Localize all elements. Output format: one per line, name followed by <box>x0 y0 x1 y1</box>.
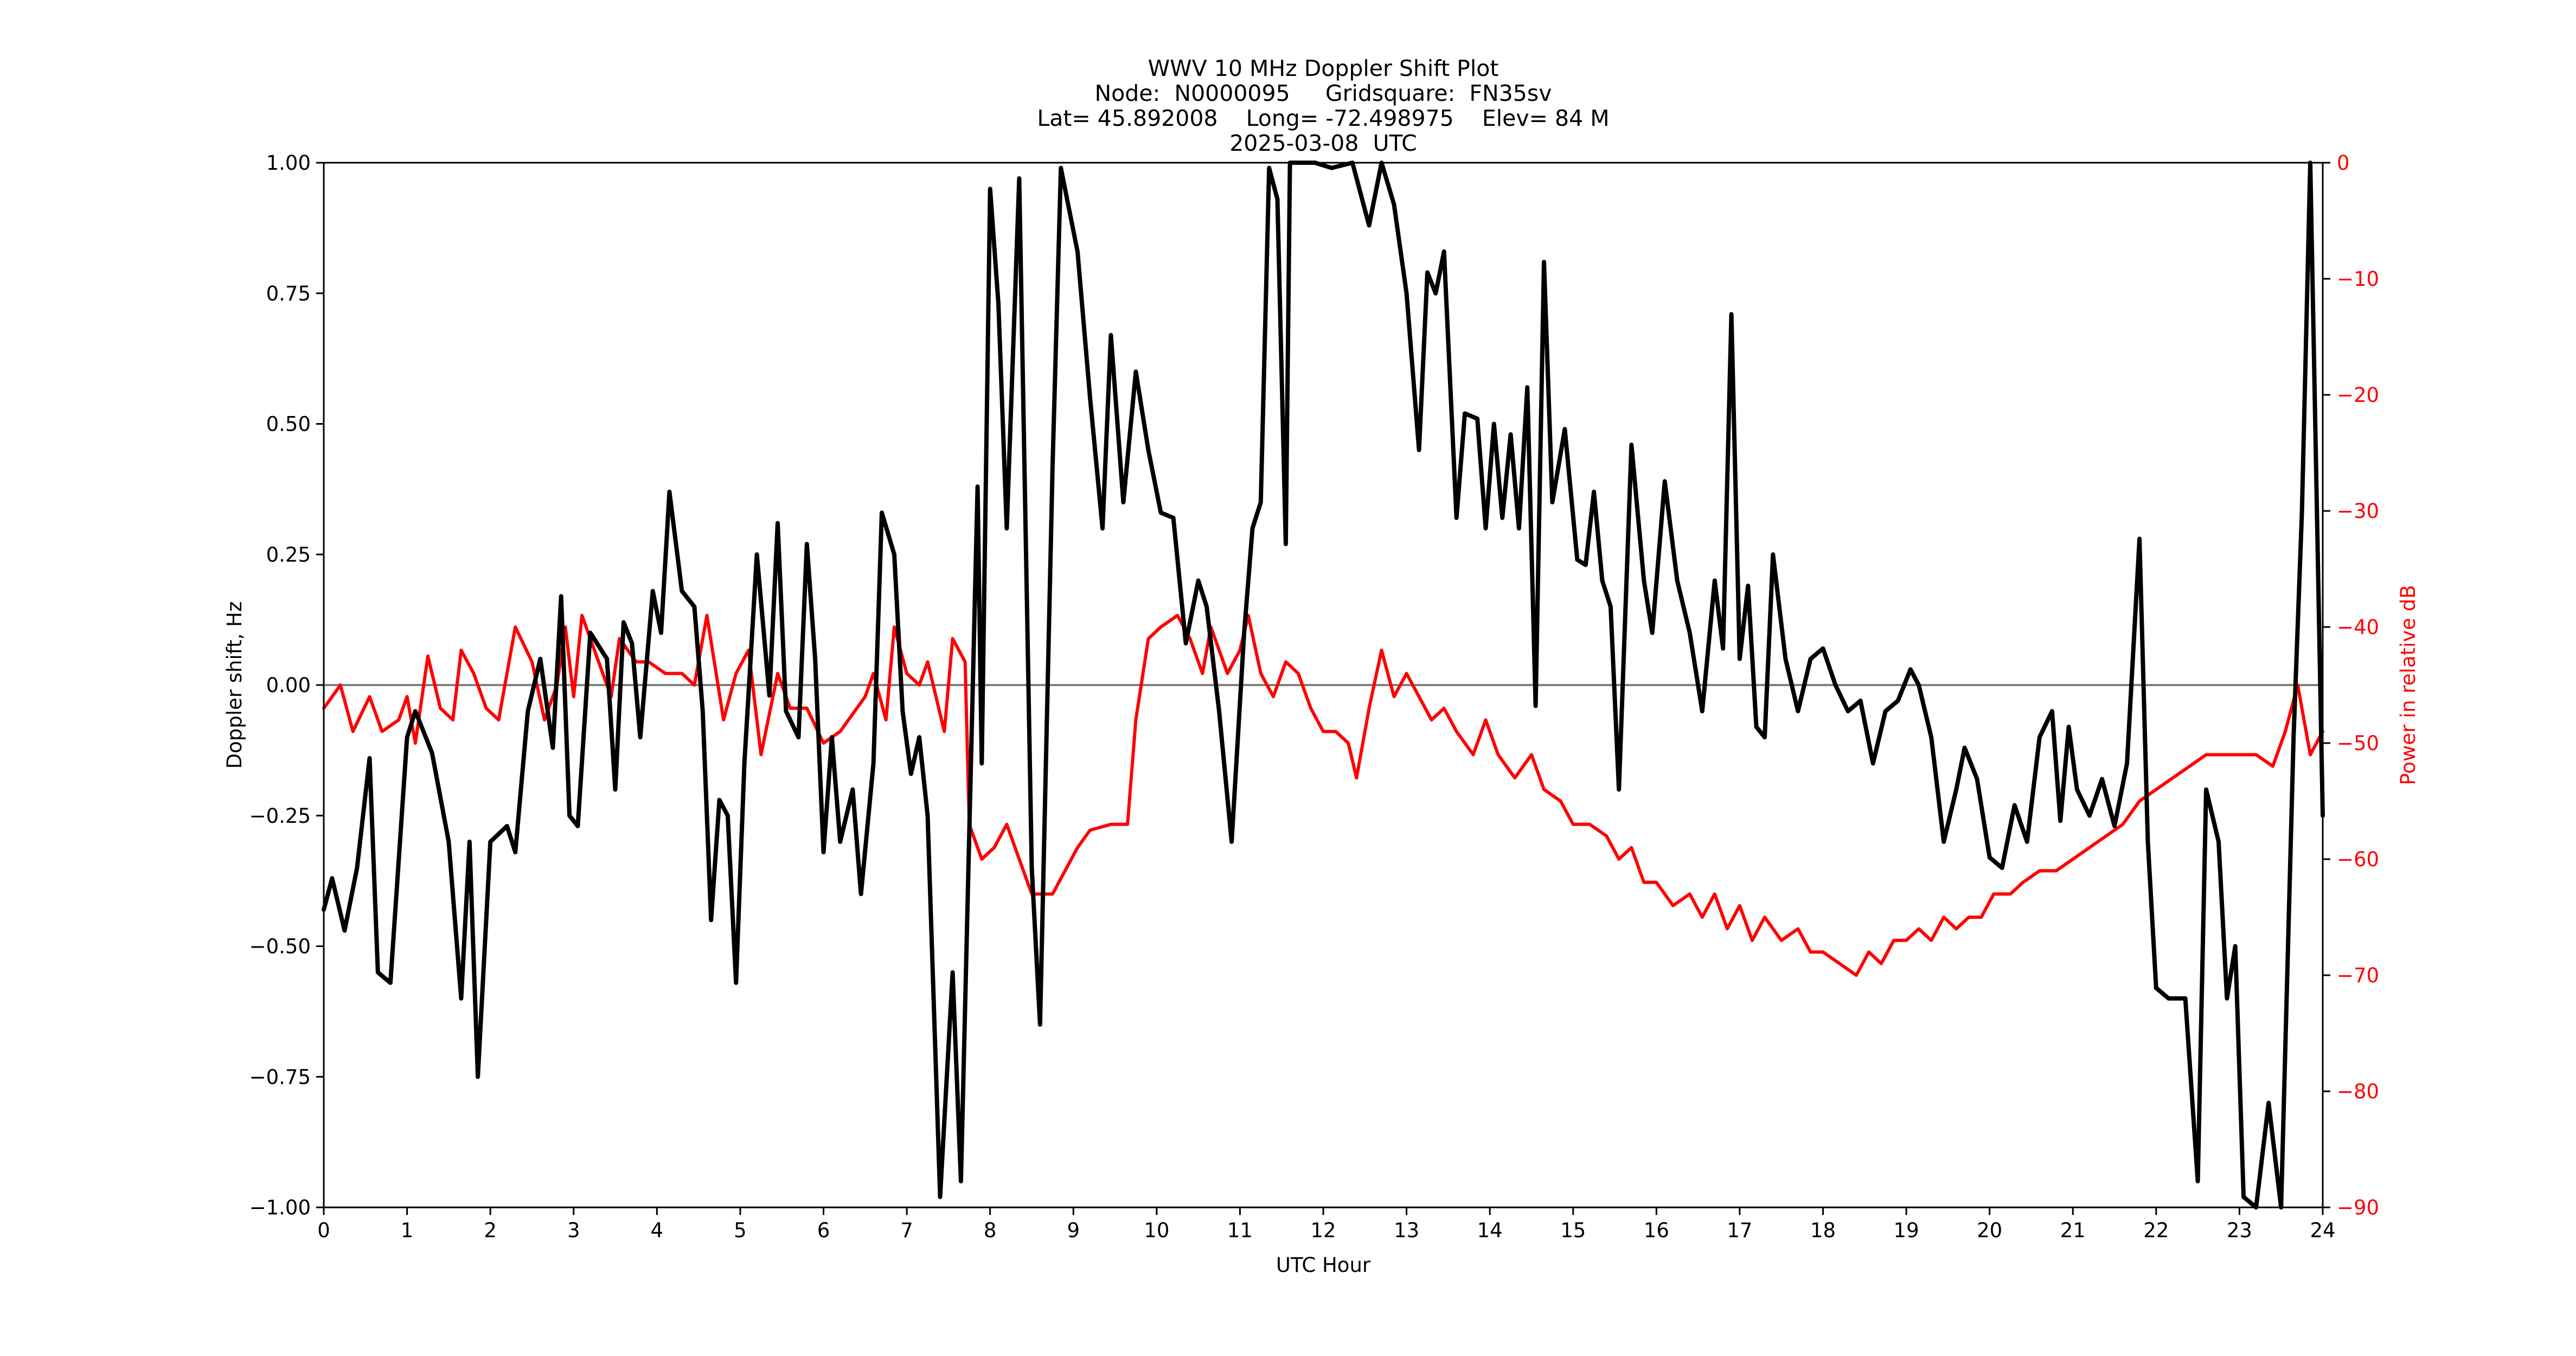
right-y-tick-label: 0 <box>2337 151 2350 175</box>
x-tick-label: 2 <box>484 1219 497 1242</box>
x-tick-label: 23 <box>2227 1219 2252 1242</box>
power-line <box>322 613 2324 977</box>
right-y-tick-label: −80 <box>2337 1080 2379 1103</box>
title-line-3: Lat= 45.892008 Long= -72.498975 Elev= 84… <box>1037 105 1609 131</box>
x-tick-label: 11 <box>1227 1219 1253 1242</box>
x-tick-label: 12 <box>1310 1219 1336 1242</box>
x-tick-label: 13 <box>1394 1219 1419 1242</box>
x-tick-label: 17 <box>1727 1219 1752 1242</box>
left-y-tick-label: 0.50 <box>266 413 311 436</box>
left-y-tick-label: 0.75 <box>266 282 311 305</box>
right-y-tick-label: −40 <box>2337 616 2379 639</box>
right-y-tick-label: −70 <box>2337 964 2379 987</box>
right-y-tick-label: −50 <box>2337 732 2379 755</box>
x-tick-label: 20 <box>1977 1219 2002 1242</box>
power-series-line <box>322 613 2324 977</box>
x-tick-label: 24 <box>2310 1219 2335 1242</box>
x-tick-label: 6 <box>817 1219 830 1242</box>
right-y-tick-label: −90 <box>2337 1196 2379 1219</box>
left-y-axis-ticks: 1.00 0.75 0.50 0.25 0.00 −0.25 −0.50 −0.75 −1.00 <box>249 151 324 1219</box>
x-tick-label: 18 <box>1810 1219 1836 1242</box>
x-tick-label: 15 <box>1560 1219 1586 1242</box>
right-y-axis-label: Power in relative dB <box>2396 585 2420 785</box>
x-tick-label: 22 <box>2143 1219 2169 1242</box>
x-tick-label: 21 <box>2060 1219 2086 1242</box>
left-y-tick-label: −0.50 <box>249 935 311 958</box>
right-y-tick-label: −60 <box>2337 848 2379 871</box>
x-tick-label: 10 <box>1144 1219 1169 1242</box>
x-tick-label: 4 <box>651 1219 664 1242</box>
x-tick-label: 19 <box>1894 1219 1919 1242</box>
x-tick-label: 3 <box>567 1219 580 1242</box>
x-tick-label: 9 <box>1067 1219 1080 1242</box>
left-y-tick-label: −1.00 <box>249 1196 311 1219</box>
left-y-tick-label: 1.00 <box>266 151 311 175</box>
right-y-tick-label: −20 <box>2337 383 2379 407</box>
right-y-tick-label: −10 <box>2337 267 2379 291</box>
title-line-2: Node: N0000095 Gridsquare: FN35sv <box>1095 80 1552 106</box>
x-tick-label: 16 <box>1644 1219 1669 1242</box>
left-y-tick-label: 0.00 <box>266 674 311 697</box>
left-y-axis-label: Doppler shift, Hz <box>223 602 246 769</box>
left-y-tick-label: −0.75 <box>249 1065 311 1089</box>
chart-title: WWV 10 MHz Doppler Shift Plot Node: N000… <box>1037 55 1609 156</box>
x-axis-label: UTC Hour <box>1276 1253 1371 1277</box>
x-tick-label: 8 <box>984 1219 997 1242</box>
title-line-1: WWV 10 MHz Doppler Shift Plot <box>1148 55 1499 81</box>
x-tick-label: 0 <box>317 1219 330 1242</box>
x-tick-label: 5 <box>734 1219 747 1242</box>
x-axis-ticks: 0 1 2 3 4 5 6 7 8 9 10 11 12 13 14 15 16 17 18 19 20 21 22 23 24 <box>317 1207 2336 1242</box>
x-tick-label: 7 <box>900 1219 913 1242</box>
left-y-tick-label: −0.25 <box>249 804 311 828</box>
right-y-tick-label: −30 <box>2337 500 2379 523</box>
x-tick-label: 1 <box>401 1219 414 1242</box>
title-line-4: 2025-03-08 UTC <box>1229 130 1417 156</box>
x-tick-label: 14 <box>1477 1219 1503 1242</box>
left-y-tick-label: 0.25 <box>266 543 311 566</box>
right-y-axis-ticks: 0 −10 −20 −30 −40 −50 −60 −70 −80 −90 <box>2323 151 2379 1219</box>
